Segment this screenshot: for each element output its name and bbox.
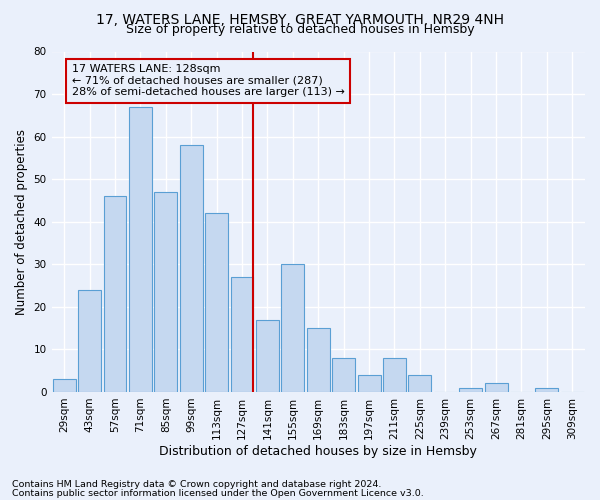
- Bar: [205, 213, 228, 392]
- Bar: [129, 107, 152, 392]
- Bar: [53, 379, 76, 392]
- Bar: [409, 375, 431, 392]
- Bar: [230, 277, 253, 392]
- Text: Contains HM Land Registry data © Crown copyright and database right 2024.: Contains HM Land Registry data © Crown c…: [12, 480, 382, 489]
- Text: Contains public sector information licensed under the Open Government Licence v3: Contains public sector information licen…: [12, 488, 424, 498]
- Bar: [154, 192, 177, 392]
- Bar: [307, 328, 330, 392]
- Bar: [485, 384, 508, 392]
- Bar: [358, 375, 380, 392]
- Bar: [332, 358, 355, 392]
- Bar: [459, 388, 482, 392]
- Bar: [256, 320, 279, 392]
- Bar: [180, 145, 203, 392]
- Bar: [104, 196, 127, 392]
- Bar: [281, 264, 304, 392]
- Text: Size of property relative to detached houses in Hemsby: Size of property relative to detached ho…: [125, 24, 475, 36]
- Bar: [78, 290, 101, 392]
- Text: 17, WATERS LANE, HEMSBY, GREAT YARMOUTH, NR29 4NH: 17, WATERS LANE, HEMSBY, GREAT YARMOUTH,…: [96, 12, 504, 26]
- Bar: [383, 358, 406, 392]
- Y-axis label: Number of detached properties: Number of detached properties: [15, 128, 28, 314]
- X-axis label: Distribution of detached houses by size in Hemsby: Distribution of detached houses by size …: [160, 444, 477, 458]
- Text: 17 WATERS LANE: 128sqm
← 71% of detached houses are smaller (287)
28% of semi-de: 17 WATERS LANE: 128sqm ← 71% of detached…: [72, 64, 345, 98]
- Bar: [535, 388, 559, 392]
